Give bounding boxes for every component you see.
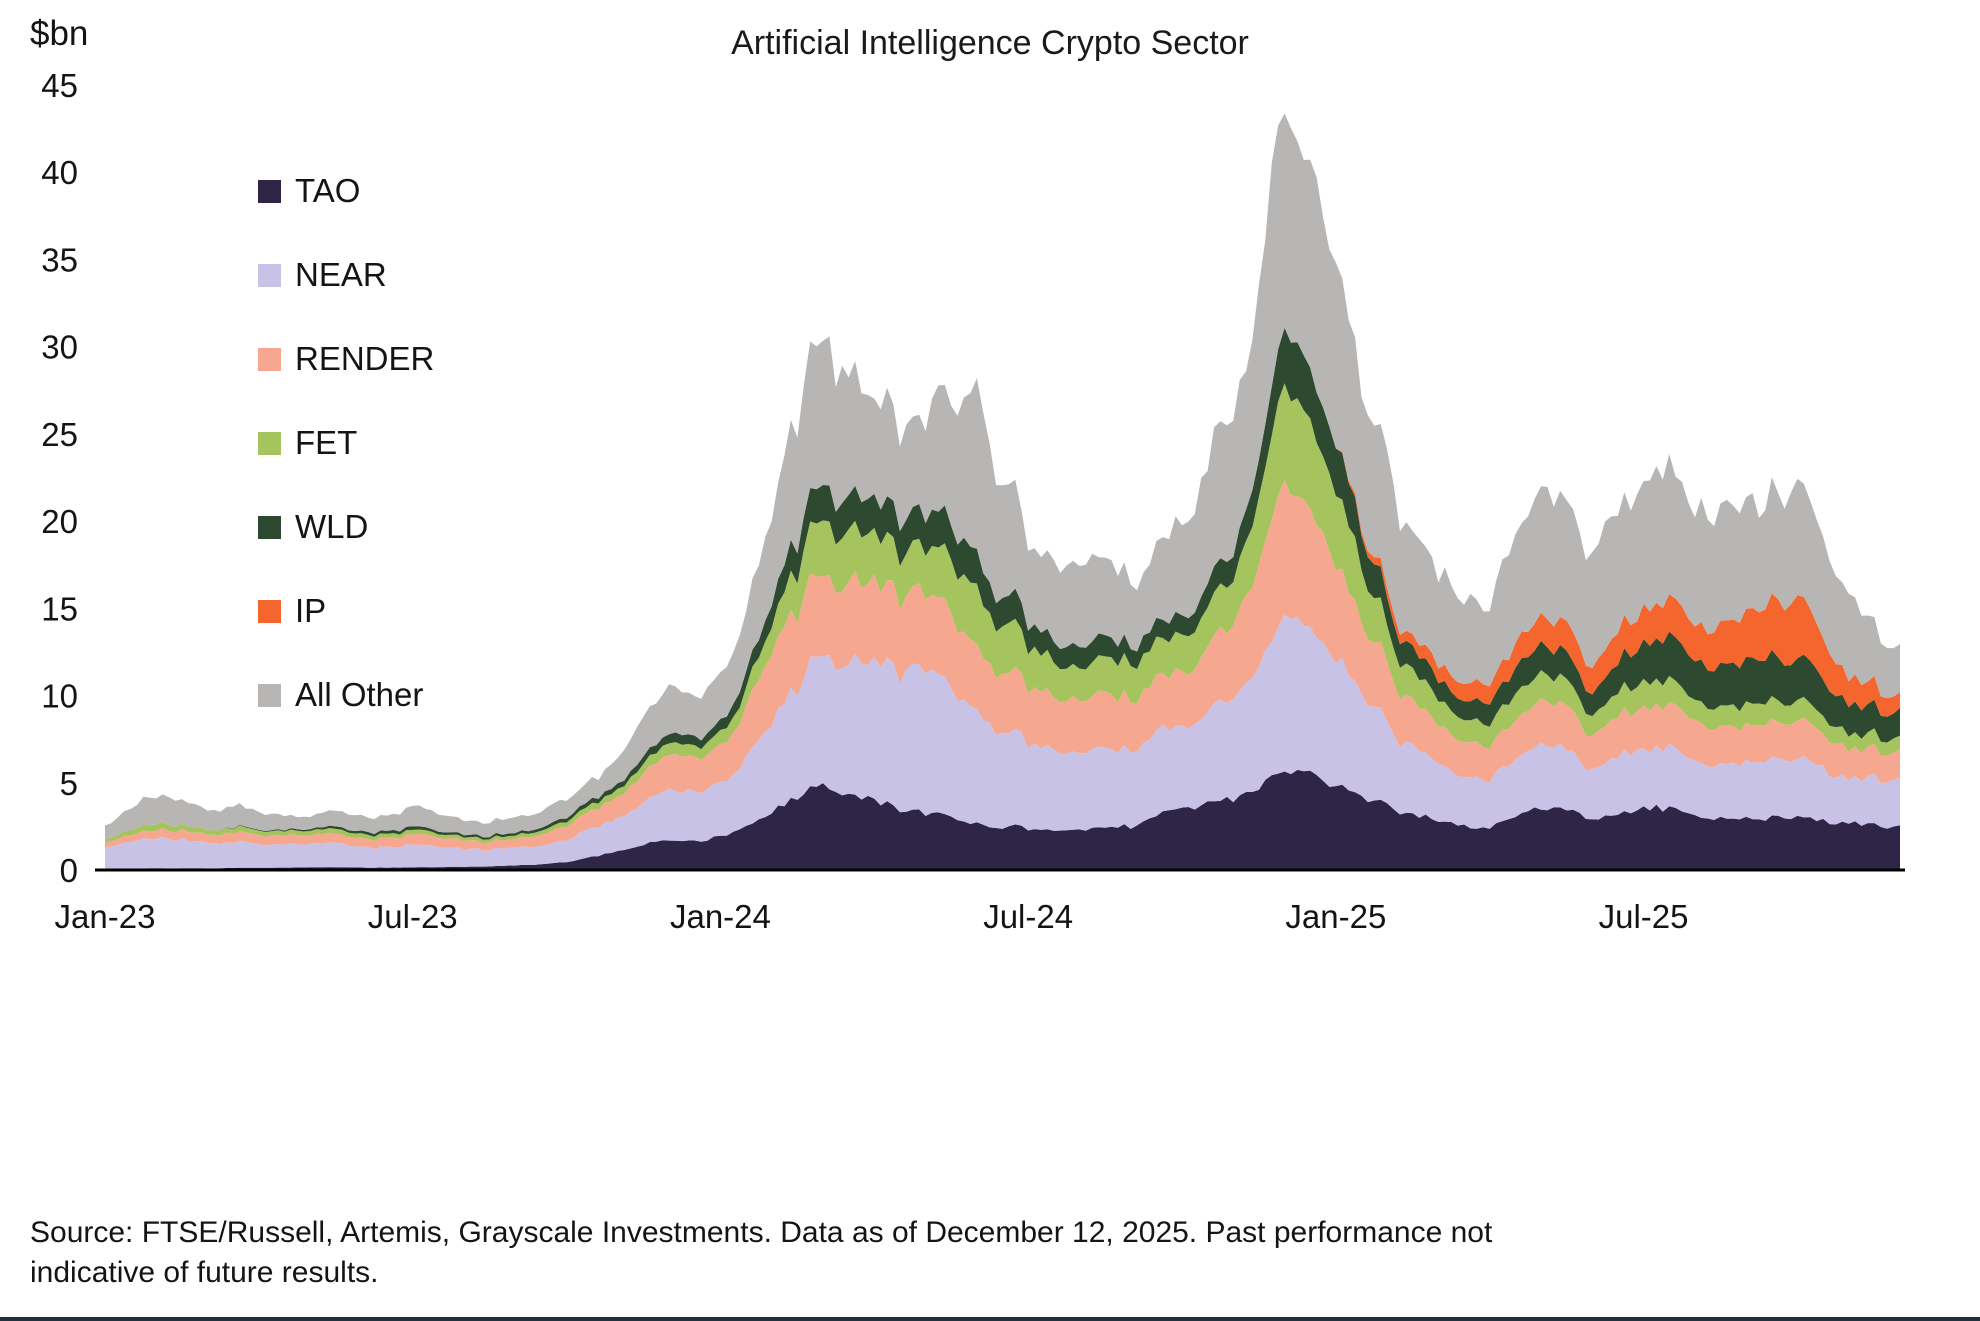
y-axis-unit-label: $bn — [30, 14, 89, 53]
area-fet — [105, 383, 1900, 844]
y-axis-tick-label: 40 — [41, 154, 78, 191]
y-axis-tick-label: 45 — [41, 67, 78, 104]
y-axis-tick-label: 10 — [41, 678, 78, 715]
bottom-divider — [0, 1317, 1980, 1321]
legend-swatch-tao-icon — [258, 179, 281, 203]
legend-label: All Other — [295, 676, 424, 713]
x-axis-tick-label: Jul-23 — [368, 898, 458, 935]
y-axis-tick-label: 20 — [41, 503, 78, 540]
legend-item-render: RENDER — [258, 340, 434, 378]
legend-label: NEAR — [295, 256, 387, 293]
area-tao — [105, 769, 1900, 870]
y-axis-tick-label: 25 — [41, 416, 78, 453]
area-render — [105, 479, 1900, 851]
y-axis-tick-label: 0 — [60, 852, 78, 889]
area-all-other — [105, 113, 1900, 840]
legend-swatch-render-icon — [258, 347, 281, 371]
legend-swatch-near-icon — [258, 263, 281, 287]
chart-title: Artificial Intelligence Crypto Sector — [731, 24, 1249, 62]
source-note: Source: FTSE/Russell, Artemis, Grayscale… — [30, 1216, 1493, 1289]
legend-label: FET — [295, 424, 358, 461]
legend-swatch-all-other-icon — [258, 683, 281, 707]
x-axis-tick-label: Jul-25 — [1599, 898, 1689, 935]
x-axis-tick-label: Jan-23 — [55, 898, 156, 935]
x-axis-tick-label: Jan-25 — [1285, 898, 1386, 935]
x-axis-tick-label: Jan-24 — [670, 898, 771, 935]
legend-label: TAO — [295, 172, 361, 209]
y-axis-tick-label: 5 — [60, 765, 78, 802]
y-axis-tick-label: 30 — [41, 329, 78, 366]
legend-label: RENDER — [295, 340, 435, 377]
legend-item-wld: WLD — [258, 508, 434, 546]
y-axis-tick-label: 15 — [41, 590, 78, 627]
legend-label: WLD — [295, 508, 369, 545]
legend-swatch-wld-icon — [258, 515, 281, 539]
x-axis-tick-label: Jul-24 — [983, 898, 1073, 935]
legend-item-fet: FET — [258, 424, 434, 462]
y-axis-tick-label: 35 — [41, 241, 78, 278]
legend-item-tao: TAO — [258, 172, 434, 210]
legend-item-all-other: All Other — [258, 676, 434, 714]
legend-swatch-ip-icon — [258, 599, 281, 623]
legend-item-ip: IP — [258, 592, 434, 630]
legend-swatch-fet-icon — [258, 431, 281, 455]
chart-legend: TAO NEAR RENDER FET WLD IP All Other — [258, 172, 434, 714]
legend-label: IP — [295, 592, 327, 629]
legend-item-near: NEAR — [258, 256, 434, 294]
area-near — [105, 614, 1900, 870]
